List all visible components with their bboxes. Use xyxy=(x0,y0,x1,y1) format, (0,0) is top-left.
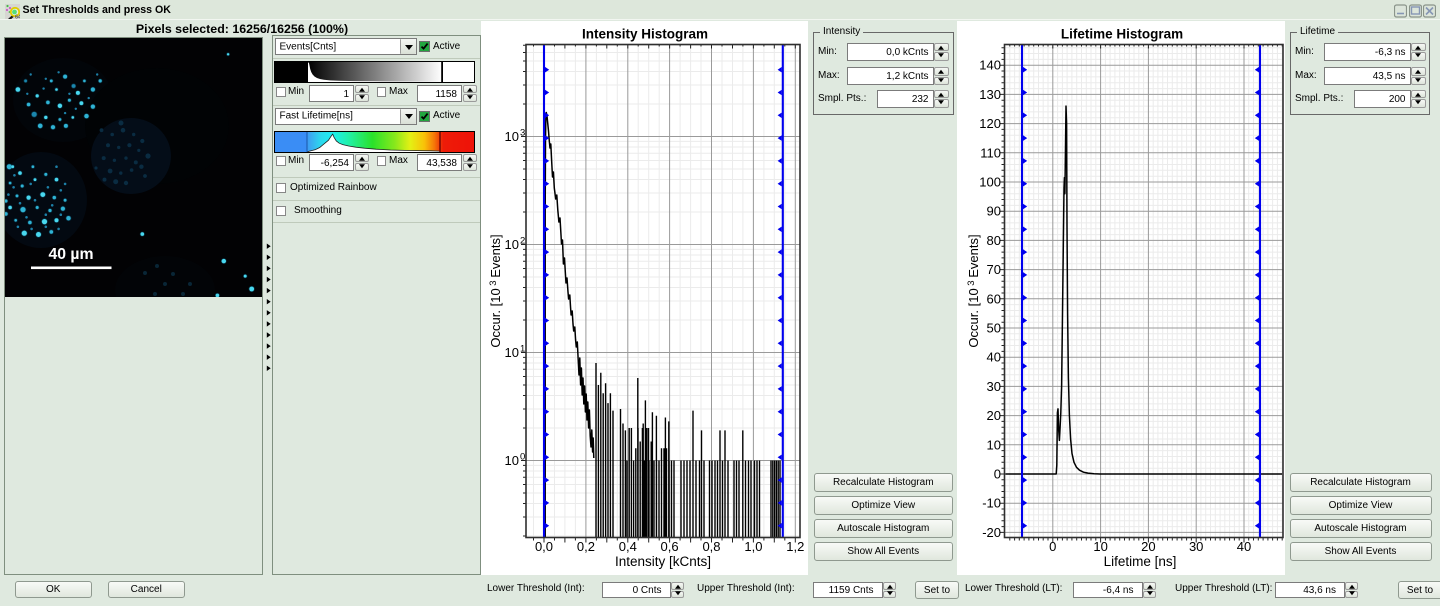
svg-text:0,6: 0,6 xyxy=(661,539,679,554)
svg-text:Lifetime Histogram: Lifetime Histogram xyxy=(1061,27,1183,42)
svg-text:0,2: 0,2 xyxy=(577,539,595,554)
svg-text:1: 1 xyxy=(520,344,525,355)
svg-text:70: 70 xyxy=(987,262,1001,277)
svg-text:0,0: 0,0 xyxy=(535,539,553,554)
svg-text:1,2: 1,2 xyxy=(786,539,804,554)
svg-text:Occur. [10 3 Events]: Occur. [10 3 Events] xyxy=(488,234,503,347)
svg-text:0: 0 xyxy=(520,452,525,463)
svg-text:10: 10 xyxy=(505,453,519,468)
svg-text:50: 50 xyxy=(987,321,1001,336)
svg-text:0: 0 xyxy=(1049,539,1056,554)
svg-text:10: 10 xyxy=(505,237,519,252)
svg-text:10: 10 xyxy=(505,345,519,360)
svg-text:80: 80 xyxy=(987,233,1001,248)
svg-text:60: 60 xyxy=(987,291,1001,306)
svg-text:30: 30 xyxy=(987,379,1001,394)
svg-text:10: 10 xyxy=(505,129,519,144)
svg-text:90: 90 xyxy=(987,204,1001,219)
svg-text:-20: -20 xyxy=(982,525,1001,540)
svg-text:120: 120 xyxy=(979,116,1001,131)
svg-text:10: 10 xyxy=(987,437,1001,452)
svg-text:40: 40 xyxy=(987,350,1001,365)
svg-text:40 µm: 40 µm xyxy=(48,246,93,263)
svg-text:100: 100 xyxy=(979,175,1001,190)
svg-text:Lifetime [ns]: Lifetime [ns] xyxy=(1104,554,1177,569)
svg-text:0,4: 0,4 xyxy=(619,539,637,554)
svg-text:40: 40 xyxy=(1237,539,1251,554)
svg-text:64: 64 xyxy=(15,15,20,20)
svg-text:Occur. [10 3 Events]: Occur. [10 3 Events] xyxy=(966,234,981,347)
svg-text:20: 20 xyxy=(1141,539,1155,554)
svg-text:20: 20 xyxy=(987,408,1001,423)
svg-text:3: 3 xyxy=(520,128,525,139)
svg-text:1,0: 1,0 xyxy=(744,539,762,554)
svg-text:Intensity Histogram: Intensity Histogram xyxy=(582,27,708,42)
svg-text:Intensity [kCnts]: Intensity [kCnts] xyxy=(615,554,711,569)
svg-text:110: 110 xyxy=(980,145,1001,160)
svg-text:0,8: 0,8 xyxy=(702,539,720,554)
svg-text:30: 30 xyxy=(1189,539,1203,554)
svg-text:130: 130 xyxy=(979,87,1001,102)
svg-text:0: 0 xyxy=(994,467,1001,482)
svg-text:2: 2 xyxy=(520,236,525,247)
svg-text:-10: -10 xyxy=(982,496,1001,511)
svg-text:140: 140 xyxy=(979,58,1001,73)
svg-text:10: 10 xyxy=(1093,539,1107,554)
